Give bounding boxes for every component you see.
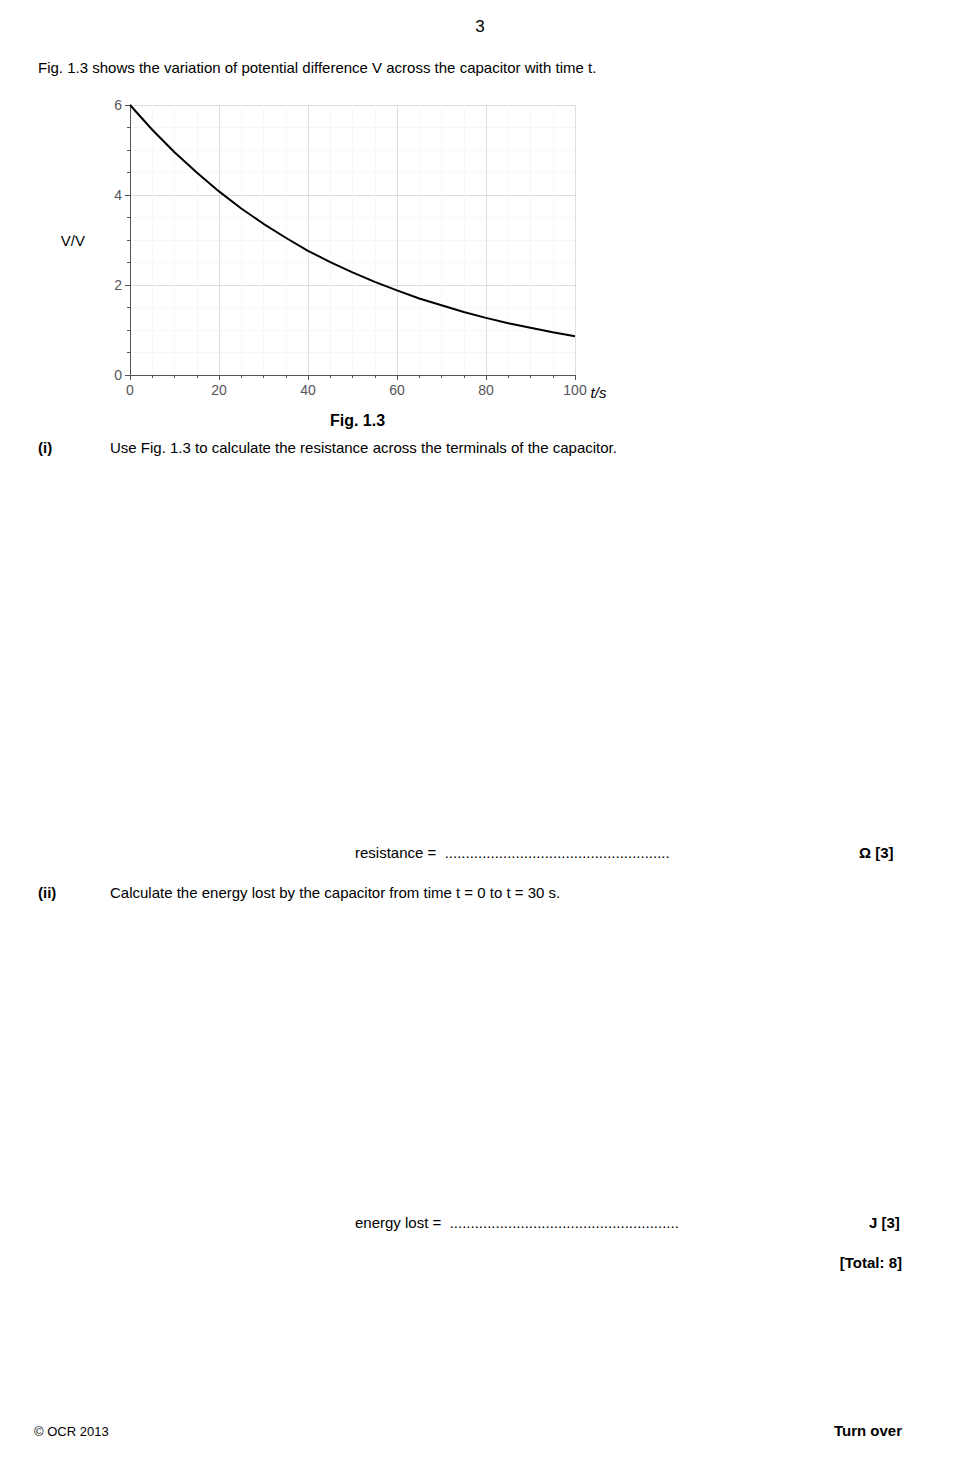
svg-text:energy lost = ...............: energy lost = ..........................… [355,1214,679,1231]
svg-text:resistance = ................: resistance = ...........................… [355,844,670,861]
svg-text:20: 20 [211,382,227,398]
svg-text:Fig. 1.3 shows the variation o: Fig. 1.3 shows the variation of potentia… [38,59,596,76]
svg-text:100: 100 [563,382,587,398]
svg-text:80: 80 [478,382,494,398]
svg-text:J [3]: J [3] [869,1214,900,1231]
svg-text:(ii): (ii) [38,884,56,901]
svg-text:6: 6 [114,97,122,113]
svg-text:4: 4 [114,187,122,203]
svg-text:3: 3 [475,17,484,36]
svg-text:Fig. 1.3: Fig. 1.3 [330,412,385,429]
svg-text:Turn over: Turn over [834,1422,902,1439]
svg-text:t/s: t/s [591,384,607,401]
svg-text:40: 40 [300,382,316,398]
svg-text:0: 0 [126,382,134,398]
svg-text:(i): (i) [38,439,52,456]
svg-text:© OCR 2013: © OCR 2013 [34,1424,109,1439]
svg-text:[Total: 8]: [Total: 8] [840,1254,902,1271]
svg-text:2: 2 [114,277,122,293]
svg-text:Calculate the energy lost by t: Calculate the energy lost by the capacit… [110,884,560,901]
svg-text:V/V: V/V [61,232,85,249]
svg-text:Ω [3]: Ω [3] [859,844,894,861]
svg-text:0: 0 [114,367,122,383]
svg-text:Use Fig. 1.3 to calculate the: Use Fig. 1.3 to calculate the resistance… [110,439,617,456]
svg-text:60: 60 [389,382,405,398]
